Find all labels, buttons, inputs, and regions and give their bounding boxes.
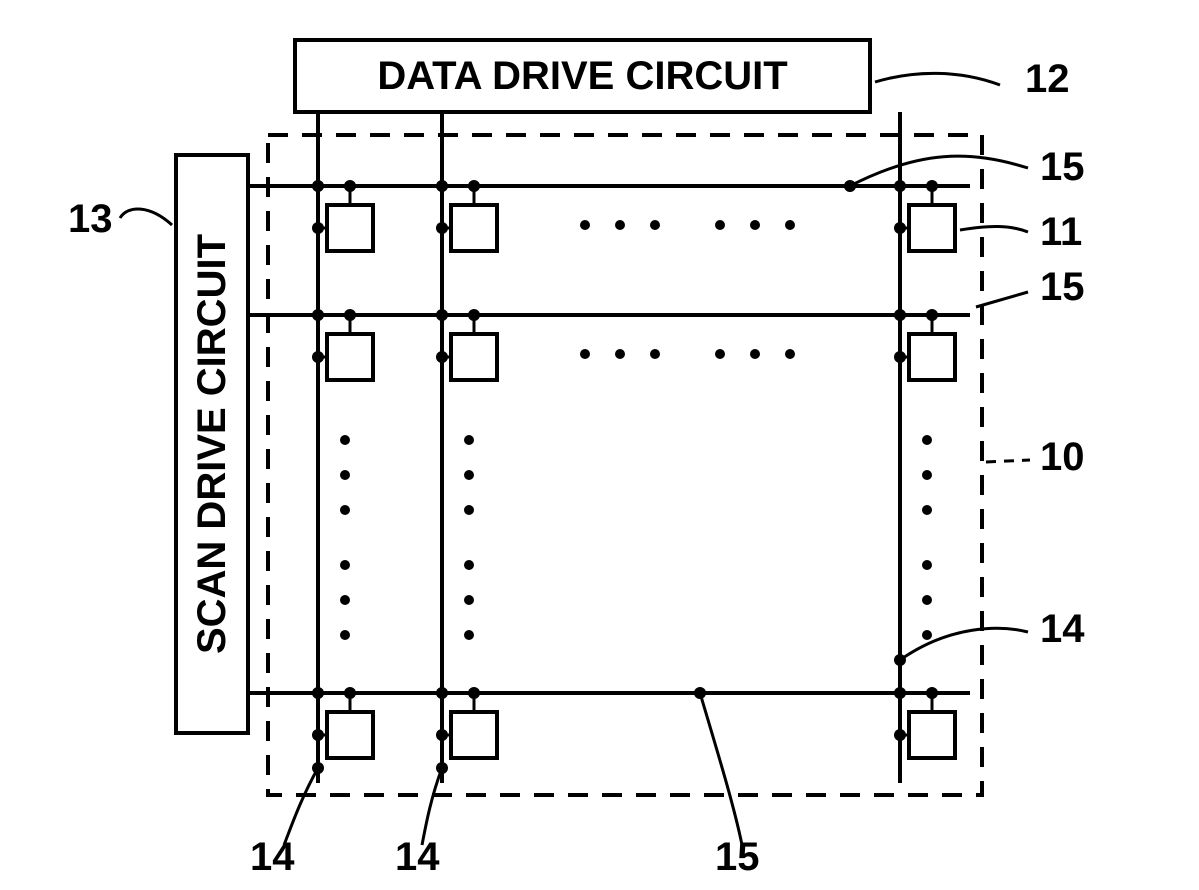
- pixel-units: [318, 186, 955, 758]
- scan-drive-circuit-block: SCAN DRIVE CIRCUIT: [176, 155, 248, 733]
- ellipsis-dot: [464, 505, 474, 515]
- reference-numeral: 14: [250, 835, 295, 879]
- leader-line: [120, 209, 172, 225]
- ellipsis-dots: [340, 220, 932, 640]
- reference-numeral: 15: [1040, 145, 1085, 189]
- scan-drive-label: SCAN DRIVE CIRCUIT: [190, 234, 234, 654]
- ellipsis-dot: [922, 435, 932, 445]
- pixel-array-boundary: [268, 135, 982, 795]
- ellipsis-dot: [340, 505, 350, 515]
- pixel-unit: [909, 205, 955, 251]
- ellipsis-dot: [580, 220, 590, 230]
- pixel-unit: [327, 712, 373, 758]
- ellipsis-dot: [615, 349, 625, 359]
- ellipsis-dot: [750, 220, 760, 230]
- ellipsis-dot: [715, 349, 725, 359]
- ellipsis-dot: [922, 505, 932, 515]
- reference-numeral: 13: [68, 197, 113, 241]
- ellipsis-dot: [785, 349, 795, 359]
- ellipsis-dot: [650, 220, 660, 230]
- ellipsis-dot: [715, 220, 725, 230]
- ellipsis-dot: [922, 470, 932, 480]
- pixel-unit: [451, 205, 497, 251]
- ellipsis-dot: [464, 595, 474, 605]
- ellipsis-dot: [464, 560, 474, 570]
- ellipsis-dot: [785, 220, 795, 230]
- ellipsis-dot: [340, 470, 350, 480]
- ellipsis-dot: [750, 349, 760, 359]
- reference-numeral: 15: [715, 835, 760, 879]
- pixel-unit: [451, 712, 497, 758]
- data-drive-circuit-block: DATA DRIVE CIRCUIT: [295, 40, 870, 112]
- ellipsis-dot: [580, 349, 590, 359]
- leader-line: [875, 73, 1000, 85]
- reference-numeral: 15: [1040, 265, 1085, 309]
- data-drive-label: DATA DRIVE CIRCUIT: [377, 54, 787, 98]
- ellipsis-dot: [340, 560, 350, 570]
- leader-line: [284, 768, 318, 845]
- ellipsis-dot: [464, 435, 474, 445]
- ellipsis-dot: [340, 595, 350, 605]
- leader-line: [850, 156, 1028, 186]
- ellipsis-dot: [464, 470, 474, 480]
- leader-line: [976, 292, 1028, 307]
- reference-numeral: 12: [1025, 57, 1070, 101]
- display-circuit-diagram: DATA DRIVE CIRCUIT SCAN DRIVE CIRCUIT 12…: [0, 0, 1199, 890]
- pixel-unit: [327, 334, 373, 380]
- ellipsis-dot: [464, 630, 474, 640]
- reference-numeral: 14: [395, 835, 440, 879]
- reference-numeral: 11: [1040, 210, 1082, 254]
- ellipsis-dot: [922, 630, 932, 640]
- leader-line: [900, 628, 1028, 660]
- ellipsis-dot: [650, 349, 660, 359]
- leader-line: [700, 693, 742, 845]
- ellipsis-dot: [340, 630, 350, 640]
- ellipsis-dot: [922, 560, 932, 570]
- reference-numeral: 14: [1040, 607, 1085, 651]
- ellipsis-dot: [922, 595, 932, 605]
- ellipsis-dot: [615, 220, 625, 230]
- leader-line: [986, 460, 1030, 462]
- leader-line: [422, 768, 442, 845]
- pixel-unit: [451, 334, 497, 380]
- pixel-unit: [909, 712, 955, 758]
- reference-numeral: 10: [1040, 435, 1085, 479]
- leader-line: [960, 226, 1028, 232]
- pixel-unit: [909, 334, 955, 380]
- pixel-unit: [327, 205, 373, 251]
- ellipsis-dot: [340, 435, 350, 445]
- line-junction-dots: [312, 180, 938, 741]
